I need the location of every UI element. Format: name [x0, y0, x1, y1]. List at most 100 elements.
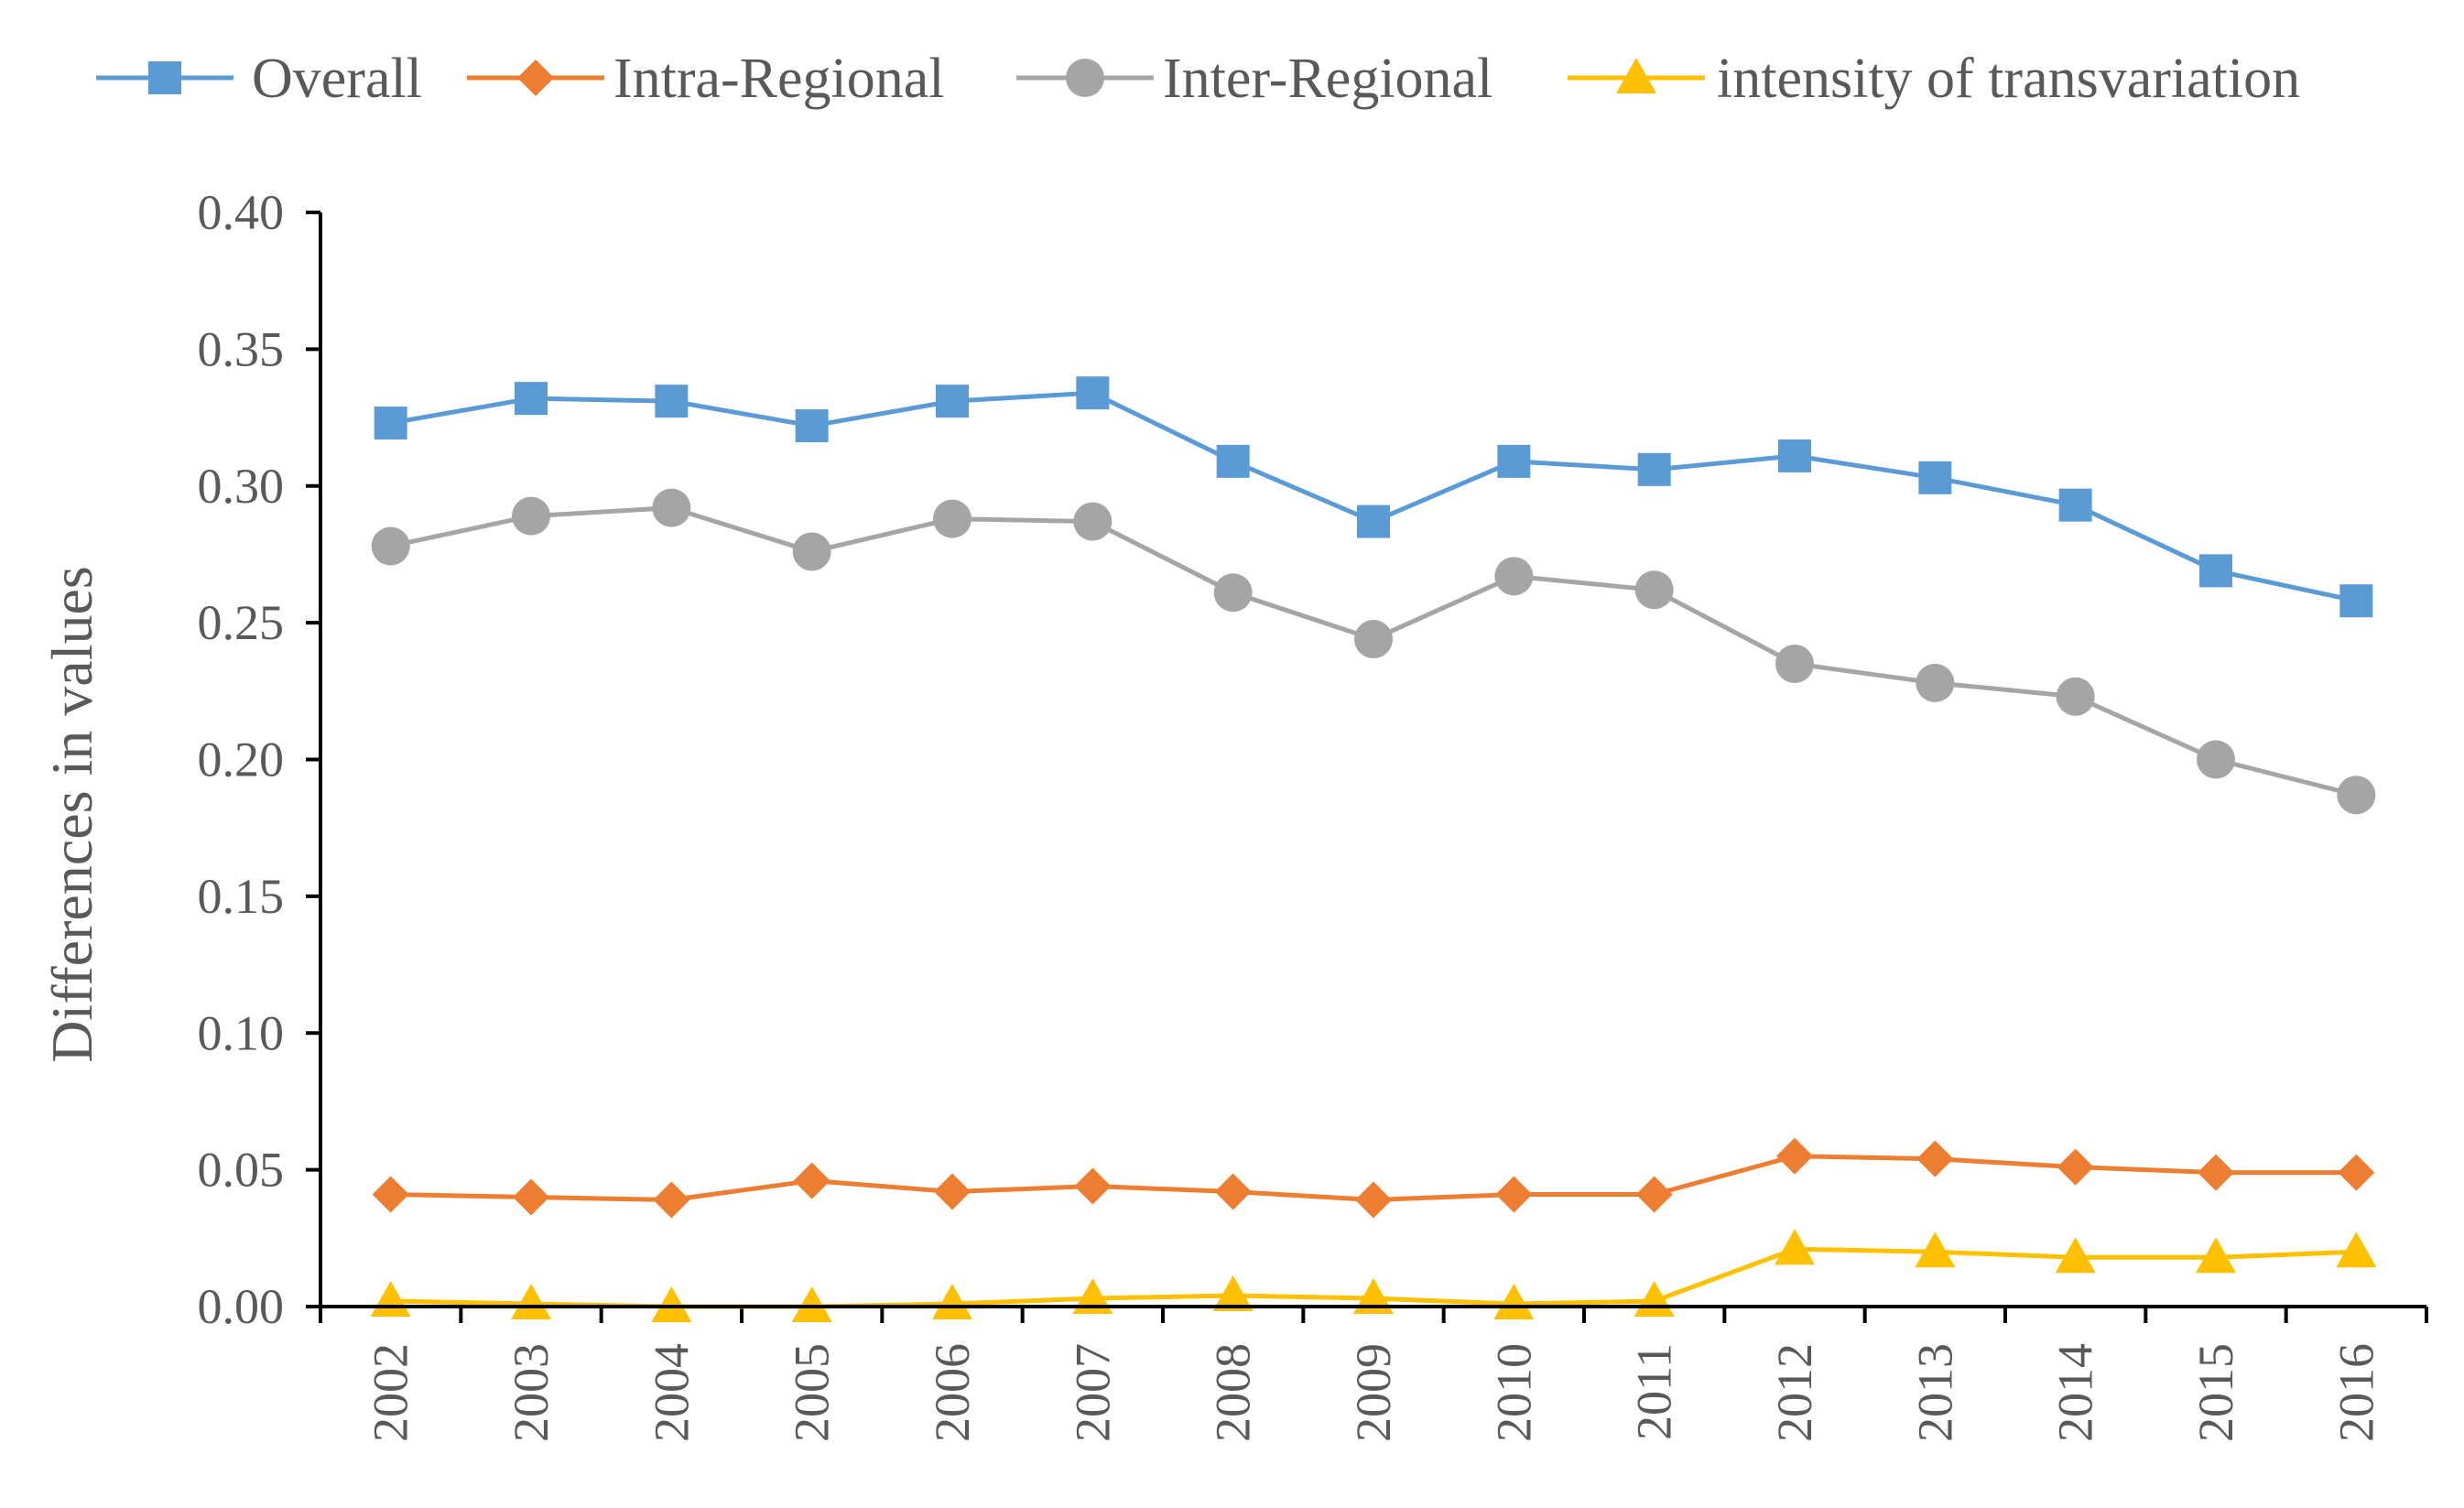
- data-point: [2055, 1237, 2096, 1274]
- x-tick-label: 2012: [1767, 1343, 1822, 1442]
- data-point: [1213, 573, 1253, 613]
- data-point: [1775, 1229, 1815, 1265]
- x-axis-ticks: 2002 2003 2004 2005 2006 2007 2008 2009 2010 2011…: [319, 1307, 2428, 1442]
- data-point: [1214, 1173, 1252, 1210]
- data-point: [370, 1281, 411, 1318]
- series-overall: [374, 376, 2373, 618]
- data-point: [374, 407, 407, 440]
- legend-marker: [1066, 59, 1104, 97]
- legend: Overall Intra-Regional Inter-Regional inten…: [96, 48, 2300, 110]
- legend-item: Intra-Regional: [467, 48, 945, 110]
- legend-marker: [148, 61, 181, 94]
- series-inter-regional: [371, 488, 2376, 815]
- y-axis-title: Differences in values: [39, 566, 104, 1063]
- y-tick-label: 0.40: [198, 185, 285, 240]
- x-tick-label: 2006: [925, 1343, 980, 1442]
- data-point: [2338, 1154, 2375, 1191]
- data-point: [2199, 554, 2232, 588]
- data-point: [795, 409, 829, 443]
- data-point: [1073, 502, 1113, 541]
- data-point: [932, 1284, 972, 1320]
- x-tick-label: 2005: [785, 1343, 840, 1442]
- data-point: [1497, 444, 1531, 478]
- data-point: [652, 488, 691, 527]
- data-point: [1216, 444, 1250, 478]
- x-tick-label: 2004: [644, 1343, 699, 1442]
- data-point: [1495, 1176, 1533, 1213]
- y-tick-label: 0.10: [198, 1005, 285, 1060]
- data-point: [1076, 376, 1110, 410]
- data-point: [1776, 1137, 1813, 1175]
- data-point: [934, 1173, 971, 1210]
- data-point: [1637, 452, 1671, 486]
- x-tick-label: 2009: [1346, 1343, 1401, 1442]
- y-tick-label: 0.05: [198, 1143, 285, 1198]
- data-point: [515, 382, 548, 416]
- x-tick-label: 2008: [1206, 1343, 1261, 1442]
- data-point: [1778, 439, 1811, 472]
- data-point: [1916, 663, 1955, 702]
- data-point: [2056, 677, 2095, 716]
- legend-item: intensity of transvariation: [1568, 48, 2300, 110]
- x-tick-label: 2016: [2328, 1343, 2383, 1442]
- legend-label: Overall: [252, 48, 422, 110]
- y-tick-label: 0.30: [198, 459, 285, 514]
- legend-label: intensity of transvariation: [1717, 48, 2300, 110]
- data-point: [1635, 1176, 1673, 1213]
- data-point: [2198, 1154, 2234, 1191]
- series-intra-regional: [372, 1137, 2375, 1219]
- data-point: [1357, 504, 1390, 538]
- data-point: [2337, 776, 2376, 815]
- data-point: [511, 1284, 551, 1320]
- data-point: [1915, 1231, 1956, 1268]
- data-point: [655, 385, 689, 418]
- legend-label: Intra-Regional: [613, 48, 945, 110]
- data-point: [2058, 488, 2092, 522]
- data-point: [653, 1181, 690, 1219]
- x-tick-label: 2015: [2188, 1343, 2243, 1442]
- y-tick-label: 0.15: [198, 869, 285, 924]
- data-point: [371, 526, 410, 566]
- y-tick-label: 0.25: [198, 595, 285, 650]
- legend-item: Inter-Regional: [1016, 48, 1493, 110]
- series-group: [370, 376, 2377, 1322]
- y-tick-label: 0.00: [198, 1279, 285, 1334]
- data-point: [792, 532, 831, 571]
- data-point: [1494, 557, 1534, 596]
- x-tick-label: 2003: [504, 1343, 559, 1442]
- y-axis-ticks: 0.00 0.05 0.10 0.15 0.20 0.25 0.30 0.35 0.40: [198, 185, 320, 1334]
- data-point: [791, 1286, 832, 1322]
- data-point: [1634, 1281, 1675, 1318]
- data-point: [1493, 1284, 1535, 1320]
- data-point: [2197, 740, 2235, 779]
- x-tick-label: 2011: [1627, 1343, 1682, 1440]
- legend-label: Inter-Regional: [1163, 48, 1493, 110]
- data-point: [2196, 1237, 2236, 1274]
- x-tick-label: 2014: [2048, 1343, 2103, 1442]
- data-point: [933, 499, 971, 538]
- data-point: [513, 1178, 549, 1216]
- data-point: [793, 1162, 830, 1199]
- data-point: [1074, 1167, 1112, 1205]
- data-point: [651, 1286, 692, 1322]
- y-tick-label: 0.35: [198, 321, 285, 376]
- data-point: [2057, 1148, 2094, 1186]
- data-point: [1918, 461, 1952, 494]
- y-tick-label: 0.20: [198, 732, 285, 787]
- data-point: [1354, 620, 1393, 659]
- data-point: [936, 385, 969, 418]
- data-point: [512, 496, 550, 536]
- x-tick-label: 2013: [1907, 1343, 1962, 1442]
- x-tick-label: 2007: [1065, 1343, 1120, 1442]
- legend-marker: [517, 60, 554, 96]
- data-point: [2336, 1231, 2377, 1268]
- data-point: [1355, 1181, 1392, 1219]
- legend-item: Overall: [96, 48, 422, 110]
- data-point: [2339, 584, 2373, 618]
- data-point: [372, 1176, 409, 1213]
- x-tick-label: 2002: [364, 1343, 418, 1442]
- x-tick-label: 2010: [1486, 1343, 1541, 1442]
- data-point: [1634, 570, 1674, 610]
- data-point: [1775, 644, 1814, 683]
